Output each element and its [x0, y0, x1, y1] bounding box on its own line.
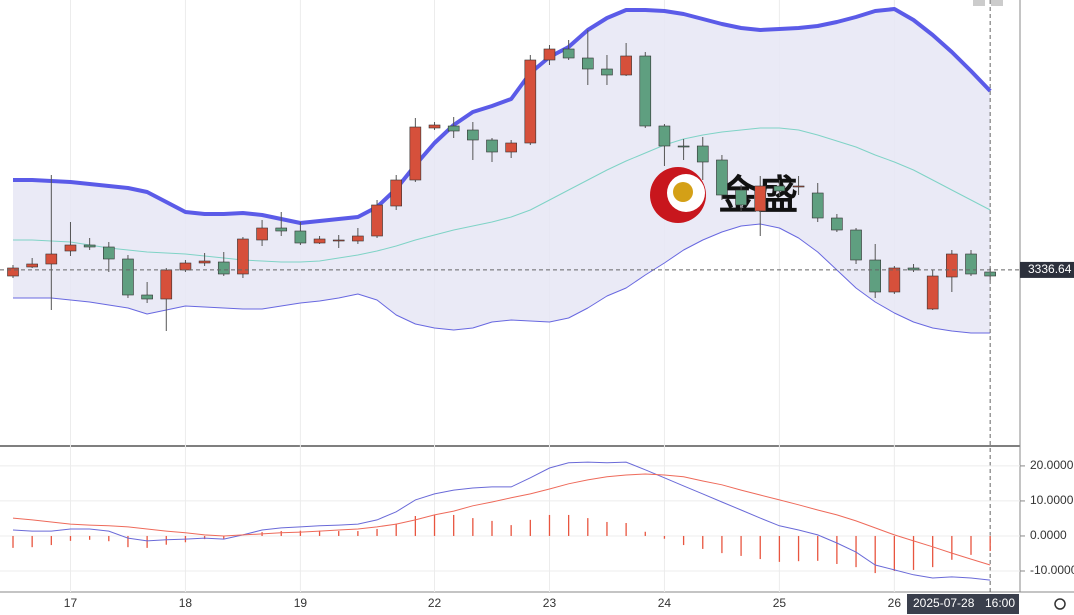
y-tick-label: 20.0000 — [1030, 458, 1074, 472]
toolbar-icon[interactable] — [991, 0, 1003, 6]
candle-body — [831, 217, 843, 231]
x-tick-label: 24 — [658, 596, 672, 610]
candle-body — [179, 262, 192, 271]
price-label: 3336.64 — [1028, 262, 1072, 276]
y-tick-label: -10.0000 — [1030, 563, 1074, 577]
cursor-time: 16:00 — [985, 596, 1015, 610]
candle-body — [888, 267, 901, 293]
y-tick-label: 0.0000 — [1030, 528, 1067, 542]
macd-line — [12, 461, 991, 581]
candle-body — [677, 145, 690, 148]
candle-body — [122, 258, 134, 296]
candle-body — [332, 239, 345, 242]
candle-body — [313, 238, 326, 244]
candle-body — [467, 129, 479, 141]
candle-body — [639, 55, 652, 127]
candle-body — [716, 159, 728, 196]
price-badge — [1020, 261, 1074, 278]
candle-body — [160, 269, 173, 300]
candle-body — [371, 204, 383, 237]
candle-body — [754, 185, 767, 212]
candle-body — [103, 246, 115, 260]
x-tick-label: 22 — [428, 596, 442, 610]
candle-body — [926, 275, 939, 310]
candle-body — [294, 230, 307, 244]
settings-icon[interactable] — [1054, 598, 1066, 610]
candle-body — [7, 267, 19, 277]
band-line — [13, 223, 991, 334]
candle-body — [64, 244, 77, 252]
candle-body — [45, 253, 58, 265]
x-tick-label: 26 — [888, 596, 902, 610]
y-tick-label: 10.0000 — [1030, 493, 1074, 507]
candle-body — [543, 48, 556, 61]
candle-body — [409, 126, 422, 181]
candle-body — [256, 227, 268, 241]
candle-body — [946, 253, 958, 278]
candle-body — [811, 192, 824, 219]
candle-body — [696, 145, 709, 163]
band-line — [13, 7, 992, 225]
x-tick-label: 25 — [773, 596, 787, 610]
candle-body — [237, 238, 249, 275]
candle-body — [141, 294, 153, 300]
candle-body — [562, 48, 575, 59]
band-fill — [13, 9, 991, 333]
candle-body — [447, 125, 460, 132]
x-tick-label: 17 — [64, 596, 78, 610]
candle-body — [773, 185, 786, 192]
cursor-date: 2025-07-28 — [913, 596, 975, 610]
candle-body — [869, 259, 882, 293]
candle-body — [26, 263, 38, 268]
x-tick-label: 18 — [179, 596, 193, 610]
candle-body — [486, 139, 498, 153]
x-tick-label: 19 — [294, 596, 308, 610]
candle-body — [275, 227, 288, 232]
band-line — [13, 127, 991, 263]
logo-ball — [673, 182, 693, 202]
candle-body — [198, 260, 211, 264]
candle-body — [658, 125, 671, 147]
candle-body — [83, 244, 96, 248]
candle-body — [792, 185, 805, 188]
x-tick-label: 23 — [543, 596, 557, 610]
candle-body — [352, 235, 364, 242]
candle-body — [428, 124, 441, 129]
candle-body — [620, 55, 632, 76]
macd-line — [12, 473, 991, 566]
candle-body — [581, 57, 594, 70]
candle-body — [390, 179, 403, 207]
candle-body — [505, 142, 517, 153]
time-badge — [907, 594, 1019, 614]
candle-body — [735, 189, 747, 206]
candle-body — [965, 253, 977, 275]
candle-body — [524, 59, 537, 144]
toolbar-icon[interactable] — [973, 0, 985, 6]
candle-body — [850, 229, 862, 261]
candle-body — [601, 68, 613, 76]
candle-body — [217, 261, 230, 275]
settings-gear[interactable] — [1054, 598, 1066, 610]
